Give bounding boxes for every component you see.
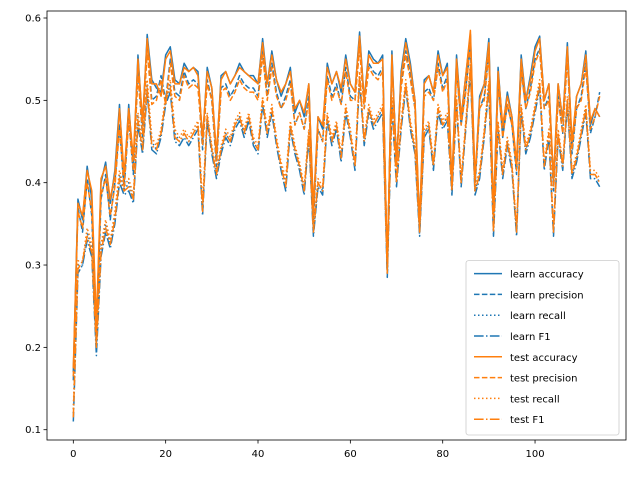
x-tick-label: 80 [436, 449, 449, 460]
legend: learn accuracy learn precision learn recal… [465, 260, 620, 436]
series-line-1 [72, 43, 601, 381]
y-tick-label: 0.6 [25, 13, 41, 24]
x-tick-label: 100 [525, 449, 544, 460]
y-tick-label: 0.2 [25, 343, 41, 354]
x-tick-label: 20 [159, 449, 172, 460]
plot-frame [46, 10, 627, 441]
series-layer [72, 29, 601, 422]
series-line-7 [72, 66, 601, 418]
legend-label: test precision [510, 374, 578, 385]
x-axis: 0 20 40 60 80 100 [70, 440, 545, 460]
legend-label: learn recall [510, 311, 566, 322]
y-tick-label: 0.4 [25, 178, 41, 189]
series-line-4 [72, 29, 601, 368]
legend-label: test F1 [510, 415, 545, 426]
x-tick-label: 40 [252, 449, 265, 460]
legend-label: learn F1 [510, 332, 551, 343]
legend-box [465, 260, 620, 436]
y-axis: 0.1 0.2 0.3 0.4 0.5 0.6 [25, 13, 47, 436]
x-tick-label: 60 [344, 449, 357, 460]
y-tick-label: 0.3 [25, 261, 41, 272]
legend-label: learn accuracy [510, 270, 584, 281]
y-tick-label: 0.1 [25, 425, 41, 436]
legend-label: learn precision [510, 290, 584, 301]
legend-label: test recall [510, 394, 560, 405]
series-line-5 [72, 41, 601, 377]
x-tick-label: 0 [70, 449, 76, 460]
legend-label: test accuracy [510, 353, 578, 364]
y-tick-label: 0.5 [25, 96, 41, 107]
